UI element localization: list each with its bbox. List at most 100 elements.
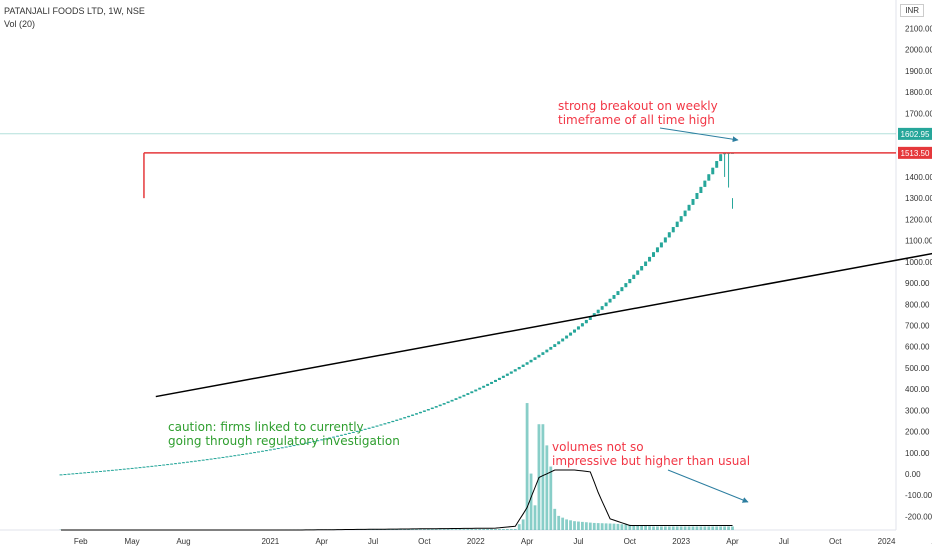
volume-bar xyxy=(592,522,596,530)
candle-body xyxy=(308,441,312,443)
volume-bar xyxy=(438,529,442,530)
currency-button[interactable]: INR xyxy=(900,4,924,17)
candle-body xyxy=(158,465,162,467)
candle-body xyxy=(233,455,237,457)
volume-bar xyxy=(450,529,454,530)
volume-bar xyxy=(498,528,501,530)
volume-bar xyxy=(632,525,636,530)
candle-body xyxy=(221,456,225,458)
candle-body xyxy=(703,180,707,187)
volume-bar xyxy=(707,526,711,530)
candle-body xyxy=(509,371,513,374)
volume-bar xyxy=(403,529,407,530)
volume-bar xyxy=(608,523,612,530)
candle-body xyxy=(415,413,418,415)
volume-bar xyxy=(656,526,659,530)
annotation-line: caution: firms linked to currently xyxy=(168,420,364,434)
candle-body xyxy=(91,471,95,473)
volume-bar xyxy=(529,473,533,530)
candle-body xyxy=(600,306,604,310)
candle-body xyxy=(316,440,320,442)
candle-body xyxy=(395,419,399,421)
candle-body xyxy=(644,261,648,267)
y-tick-label: 200.00 xyxy=(905,428,930,437)
candle-body xyxy=(59,474,63,476)
support-trendline[interactable] xyxy=(155,242,932,398)
candle-body xyxy=(122,468,126,470)
candle-body xyxy=(304,442,308,444)
candle-body xyxy=(328,437,332,439)
candle-body xyxy=(284,446,288,448)
candle-body xyxy=(411,414,415,416)
volume-bar xyxy=(561,517,565,530)
volume-bar xyxy=(466,529,470,530)
candle-body xyxy=(320,439,324,441)
candle-body xyxy=(300,443,304,445)
volume-bar xyxy=(569,520,572,530)
volume-bar xyxy=(434,529,438,530)
volume-bar xyxy=(565,519,568,530)
candle-body xyxy=(253,452,257,454)
volume-bar xyxy=(719,526,723,530)
candle-body xyxy=(580,323,584,327)
candle-body xyxy=(565,335,569,339)
candle-body xyxy=(588,316,592,320)
candle-body xyxy=(213,458,217,460)
volume-bar xyxy=(581,521,584,530)
candle-body xyxy=(166,464,170,466)
volume-bar xyxy=(541,424,545,530)
candle-body xyxy=(391,420,395,423)
volume-bar xyxy=(604,523,608,530)
y-tick-label: 1800.00 xyxy=(905,88,932,97)
volume-bar xyxy=(652,526,655,530)
candle-body xyxy=(142,466,146,468)
candle-body xyxy=(596,309,600,314)
volume-bar xyxy=(557,515,561,530)
annotation-line: impressive but higher than usual xyxy=(552,454,751,468)
candle-body xyxy=(557,341,561,345)
volume-bar xyxy=(423,529,426,530)
annotation-line: volumes not so xyxy=(552,440,644,454)
y-tick-label: 400.00 xyxy=(905,385,930,394)
candle-body xyxy=(154,465,158,467)
candle-body xyxy=(719,154,723,162)
candle-body xyxy=(553,344,557,347)
x-tick-label: Feb xyxy=(74,537,88,546)
candle-body xyxy=(63,474,67,476)
candle-body xyxy=(264,450,268,452)
candle-body xyxy=(324,438,328,440)
y-tick-label: 500.00 xyxy=(905,364,930,373)
volume-bar xyxy=(727,526,730,530)
candle-body xyxy=(525,362,529,365)
candle-body xyxy=(399,418,403,420)
price-label-text: 1513.50 xyxy=(901,149,930,158)
volume-bar xyxy=(573,521,576,530)
candle-body xyxy=(612,295,616,299)
candle-body xyxy=(99,470,102,472)
annotation-breakout: strong breakout on weekly timeframe of a… xyxy=(558,99,718,127)
candle-body xyxy=(189,461,193,463)
x-tick-label: Oct xyxy=(418,537,431,546)
volume-bar xyxy=(612,523,616,530)
candle-body xyxy=(667,232,671,238)
volume-bar xyxy=(663,526,667,530)
candle-body xyxy=(150,465,154,467)
volume-bar xyxy=(419,529,422,530)
candle-body xyxy=(501,375,505,378)
candle-body xyxy=(185,461,189,463)
price-label-resistance xyxy=(898,146,932,159)
volume-bar xyxy=(462,529,466,530)
x-tick-label: 2024 xyxy=(878,537,896,546)
volume-bar xyxy=(549,466,553,530)
candle-body xyxy=(478,387,482,390)
volume-bar xyxy=(494,528,497,530)
candle-body xyxy=(355,430,359,432)
x-tick-label: Jul xyxy=(573,537,583,546)
volume-bar xyxy=(478,529,482,530)
candle-body xyxy=(671,227,675,233)
y-tick-label: 2000.00 xyxy=(905,46,932,55)
candle-body xyxy=(138,467,142,469)
candle-body xyxy=(486,383,490,386)
x-tick-label: 2021 xyxy=(261,537,279,546)
